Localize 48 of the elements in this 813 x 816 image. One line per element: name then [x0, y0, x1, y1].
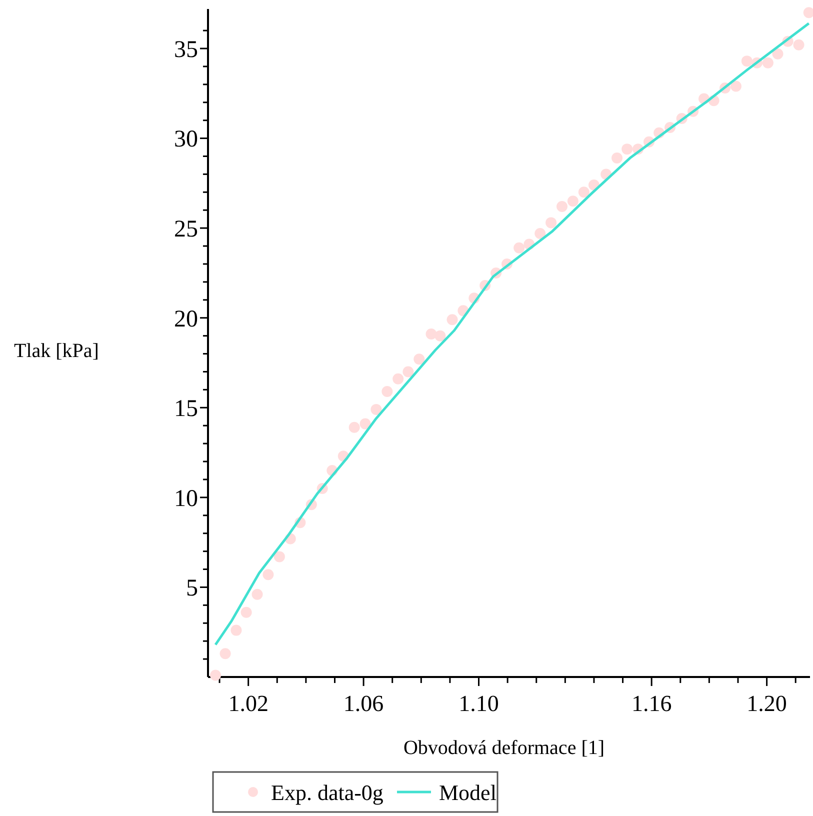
- point: [514, 242, 525, 254]
- x-tick-label: 1.20: [746, 691, 787, 716]
- y-tick-label: 25: [174, 216, 198, 242]
- point: [230, 624, 242, 636]
- point: [210, 670, 221, 681]
- point: [612, 152, 623, 164]
- y-tick-label: 30: [174, 126, 198, 153]
- x-axis-title: Obvodová deformace [1]: [403, 737, 605, 759]
- point: [556, 201, 568, 212]
- point: [622, 144, 633, 155]
- point: [382, 386, 393, 397]
- point: [793, 39, 804, 50]
- y-tick-label: 15: [174, 396, 198, 422]
- legend-label: Exp. data-0g: [271, 780, 384, 805]
- point: [730, 80, 742, 92]
- point: [240, 606, 252, 618]
- y-tick-label: 10: [174, 486, 198, 512]
- line-series: [214, 22, 810, 646]
- point: [741, 56, 752, 67]
- y-axis-title: Tlak [kPa]: [14, 340, 99, 362]
- point: [274, 551, 285, 562]
- point: [370, 404, 382, 415]
- y-tick-label: 20: [174, 306, 198, 332]
- y-tick-label: 35: [174, 36, 198, 63]
- legend-label: Model: [439, 780, 496, 805]
- point: [262, 569, 274, 580]
- point: [434, 330, 446, 342]
- y-tick-label: 5: [186, 576, 198, 602]
- point: [348, 422, 360, 433]
- point: [414, 354, 425, 365]
- point: [360, 418, 371, 430]
- point: [252, 588, 263, 600]
- x-tick-label: 1.06: [343, 691, 384, 716]
- point: [762, 57, 774, 68]
- x-tick-label: 1.02: [228, 691, 268, 716]
- point: [567, 196, 578, 207]
- x-tick-label: 1.16: [631, 691, 672, 716]
- point: [534, 228, 546, 239]
- point: [578, 186, 590, 198]
- x-tick-label: 1.10: [458, 691, 499, 716]
- point: [402, 366, 414, 378]
- point: [446, 314, 458, 326]
- point: [546, 217, 557, 228]
- point: [426, 328, 437, 340]
- point: [220, 648, 231, 660]
- point: [772, 48, 784, 60]
- point: [803, 7, 813, 18]
- point: [392, 373, 404, 384]
